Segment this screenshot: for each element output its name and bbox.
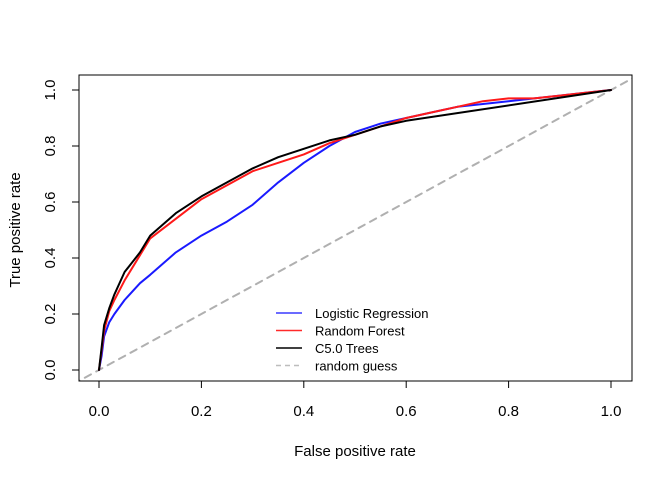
y-tick-label: 0.8 <box>42 136 59 157</box>
x-tick-label: 0.2 <box>191 403 212 420</box>
legend-label: Random Forest <box>315 324 405 339</box>
legend-label: random guess <box>315 359 398 374</box>
axis-layer: 0.0 0.2 0.4 0.6 0.8 1.0 0.0 0.2 0.4 0.6 0.8 1.0 <box>42 74 633 420</box>
plot-layer <box>79 77 632 381</box>
legend-label: Logistic Regression <box>315 306 428 321</box>
y-tick-label: 0.4 <box>42 248 59 269</box>
series-line-random-guess <box>79 77 632 381</box>
y-tick-label: 0.2 <box>42 304 59 325</box>
series-group <box>79 77 632 381</box>
y-axis-label: True positive rate <box>7 172 24 287</box>
y-tick-label: 0.6 <box>42 192 59 213</box>
series-line-c5-0-trees <box>98 89 612 371</box>
legend-item: random guess <box>276 359 398 374</box>
x-axis-label: False positive rate <box>294 443 416 460</box>
legend-item: C5.0 Trees <box>276 341 379 356</box>
series-line-logistic-regression <box>98 89 612 371</box>
y-tick-label: 1.0 <box>42 80 59 101</box>
x-tick-label: 1.0 <box>601 403 622 420</box>
legend-item: Random Forest <box>276 324 405 339</box>
y-tick-label: 0.0 <box>42 360 59 381</box>
x-tick-label: 0.4 <box>293 403 314 420</box>
x-tick-label: 0.6 <box>396 403 417 420</box>
legend: Logistic Regression Random Forest C5.0 Tre… <box>276 306 428 374</box>
legend-label: C5.0 Trees <box>315 341 379 356</box>
series-line-random-forest <box>98 89 612 371</box>
legend-item: Logistic Regression <box>276 306 428 321</box>
x-tick-label: 0.0 <box>89 403 110 420</box>
x-tick-label: 0.8 <box>498 403 519 420</box>
